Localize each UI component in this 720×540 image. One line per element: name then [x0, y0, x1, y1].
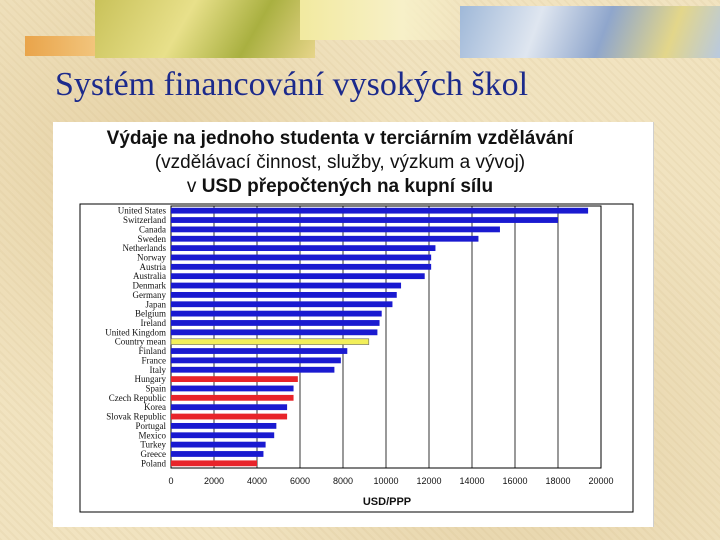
x-tick-label: 0	[168, 476, 173, 486]
bar	[171, 460, 257, 467]
bar	[171, 366, 335, 373]
bar	[171, 404, 288, 411]
y-tick-label: Poland	[141, 458, 167, 468]
chart-subtitle: (vzdělávací činnost, služby, výzkum a vý…	[155, 152, 525, 173]
y-tick-label: Denmark	[133, 281, 167, 291]
y-tick-label: Netherlands	[123, 243, 167, 253]
bar	[171, 254, 432, 261]
bar	[171, 310, 382, 317]
y-tick-label: Switzerland	[123, 215, 166, 225]
y-tick-label: Greece	[141, 449, 166, 459]
y-tick-label: Italy	[150, 365, 167, 375]
chart-title: Výdaje na jednoho studenta v terciárním …	[107, 128, 574, 149]
y-tick-label: Korea	[144, 402, 166, 412]
y-tick-label: Japan	[146, 299, 167, 309]
bar	[171, 301, 393, 308]
y-tick-label: France	[142, 355, 167, 365]
bar	[171, 207, 589, 214]
y-tick-label: United Kingdom	[105, 327, 166, 337]
y-tick-label: Hungary	[135, 374, 167, 384]
chart-subtitle-2-bold: USD přepočtených na kupní sílu	[202, 176, 493, 197]
x-tick-label: 6000	[290, 476, 310, 486]
bars	[170, 207, 589, 467]
y-tick-label: Mexico	[139, 430, 167, 440]
slide-title: Systém financování vysokých škol	[55, 66, 529, 103]
chart-subtitle-2: v USD přepočtených na kupní sílu	[187, 176, 493, 197]
y-tick-label: Australia	[133, 271, 166, 281]
banner-blue-image	[460, 6, 720, 58]
decorative-banner	[0, 0, 720, 60]
y-tick-label: Slovak Republic	[106, 412, 166, 422]
bar	[171, 226, 500, 233]
x-tick-label: 14000	[459, 476, 484, 486]
y-tick-label: Canada	[139, 224, 166, 234]
x-tick-label: 4000	[247, 476, 267, 486]
y-tick-label: Turkey	[140, 440, 166, 450]
y-tick-label: Spain	[145, 383, 166, 393]
bar	[170, 338, 370, 345]
x-tick-label: 12000	[416, 476, 441, 486]
chart-frame	[79, 203, 634, 513]
bar	[171, 273, 425, 280]
banner-leaf-image	[95, 0, 315, 58]
x-tick-labels: 0 2000 4000 6000 8000 10000 12000 14000 16000 180…	[168, 476, 613, 486]
bar	[171, 348, 348, 354]
x-tick-label: 8000	[333, 476, 353, 486]
bar	[171, 432, 275, 439]
x-tick-label: 16000	[502, 476, 527, 486]
y-tick-label: Finland	[138, 346, 166, 356]
bar	[171, 235, 479, 242]
chart-panel: Výdaje na jednoho studenta v terciárním …	[53, 122, 654, 527]
y-tick-label: Austria	[140, 262, 167, 272]
y-tick-label: Sweden	[138, 234, 167, 244]
bar	[171, 451, 264, 457]
bar	[171, 376, 298, 383]
bar	[171, 413, 288, 420]
x-tick-label: 18000	[545, 476, 570, 486]
bar	[171, 320, 380, 326]
bar	[171, 263, 432, 270]
y-tick-label: Czech Republic	[109, 393, 166, 403]
y-tick-label: Belgium	[135, 309, 166, 319]
bar	[171, 217, 558, 223]
bar	[171, 245, 436, 252]
x-tick-label: 20000	[588, 476, 613, 486]
y-tick-labels: United StatesSwitzerlandCanadaSwedenNeth…	[105, 206, 166, 469]
chart-subtitle-2-prefix: v	[187, 176, 202, 197]
x-tick-label: 2000	[204, 476, 224, 486]
bar	[171, 291, 397, 298]
bar	[171, 441, 266, 448]
x-tick-label: 10000	[373, 476, 398, 486]
bar	[171, 282, 402, 289]
bar-chart: Výdaje na jednoho studenta v terciárním …	[79, 128, 634, 513]
y-tick-label: Norway	[137, 252, 166, 262]
bar	[171, 385, 294, 392]
y-tick-label: United States	[118, 206, 167, 216]
bar	[171, 357, 341, 364]
bar	[171, 394, 294, 401]
y-tick-label: Germany	[133, 290, 167, 300]
x-axis-label: USD/PPP	[363, 496, 411, 508]
banner-light-image	[300, 0, 470, 40]
banner-orange-strip	[25, 36, 105, 56]
y-tick-label: Country mean	[115, 337, 167, 347]
y-tick-label: Portugal	[136, 421, 167, 431]
bar	[171, 329, 378, 336]
bar	[171, 422, 277, 429]
y-tick-label: Ireland	[141, 318, 167, 328]
